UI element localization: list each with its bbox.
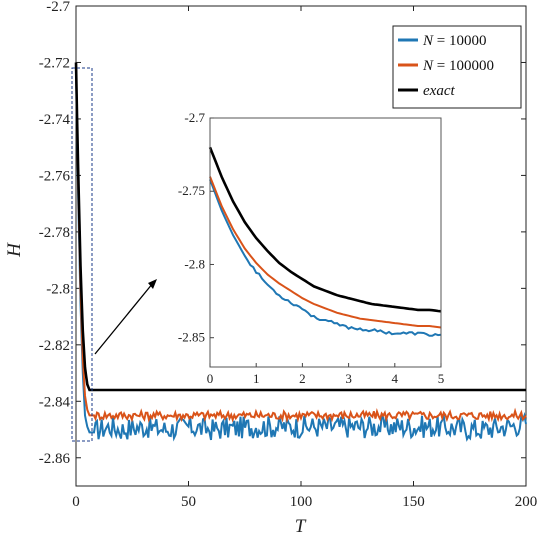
x-tick-label: 200 — [515, 494, 538, 510]
y-tick-label: -2.86 — [39, 451, 71, 467]
inset-y-tick-label: -2.85 — [178, 330, 205, 345]
inset-exact-line — [208, 146, 442, 313]
series-n100000-line — [75, 62, 527, 424]
inset-y-ticks: -2.7 -2.75 -2.8 -2.85 — [178, 110, 214, 345]
x-tick-label: 50 — [181, 494, 196, 510]
inset-x-tick-label: 3 — [345, 371, 352, 386]
inset-y-tick-label: -2.75 — [178, 183, 205, 198]
y-tick-label: -2.7 — [46, 0, 70, 15]
inset-x-tick-label: 5 — [438, 371, 445, 386]
x-tick-label: 150 — [402, 494, 425, 510]
inset-n10000-line — [209, 179, 442, 337]
y-tick-label: -2.72 — [39, 55, 70, 71]
y-tick-label: -2.84 — [39, 394, 71, 410]
series-exact-line — [74, 62, 526, 392]
x-axis-label: T — [295, 516, 307, 537]
legend: N = 10000 N = 100000 exact — [392, 25, 522, 109]
y-tick-label: -2.8 — [46, 281, 70, 297]
main-series — [74, 62, 527, 442]
inset-x-tick-label: 2 — [299, 371, 306, 386]
zoom-arrow-head — [148, 279, 157, 289]
zoom-region-box — [71, 67, 93, 442]
inset-plot-frame — [209, 117, 442, 368]
y-axis-label: H — [4, 242, 25, 258]
legend-label-n10000: N = 10000 — [422, 33, 486, 49]
x-tick-label: 100 — [290, 494, 313, 510]
main-y-ticks: -2.7-2.72-2.74-2.76-2.78-2.8-2.82-2.84-2… — [39, 0, 526, 467]
inset-background — [210, 118, 441, 367]
series-n10000-line — [75, 62, 527, 442]
y-tick-label: -2.82 — [39, 338, 70, 354]
y-tick-label: -2.78 — [39, 225, 70, 241]
inset-x-tick-label: 1 — [253, 371, 260, 386]
y-tick-label: -2.74 — [39, 112, 71, 128]
zoom-arrow — [94, 282, 154, 355]
inset-n100000-line — [209, 176, 442, 329]
x-tick-label: 0 — [72, 494, 80, 510]
legend-label-n100000: N = 100000 — [422, 58, 494, 74]
inset-series — [208, 146, 442, 337]
inset-x-ticks: 0 1 2 3 4 5 — [207, 363, 445, 386]
main-x-ticks: 0 50 100 150 200 — [72, 6, 537, 510]
inset-y-tick-label: -2.7 — [184, 110, 205, 125]
legend-label-exact: exact — [423, 83, 455, 99]
inset-y-tick-label: -2.8 — [184, 256, 205, 271]
inset-x-tick-label: 4 — [392, 371, 399, 386]
y-tick-label: -2.76 — [39, 168, 71, 184]
inset-x-tick-label: 0 — [207, 371, 214, 386]
